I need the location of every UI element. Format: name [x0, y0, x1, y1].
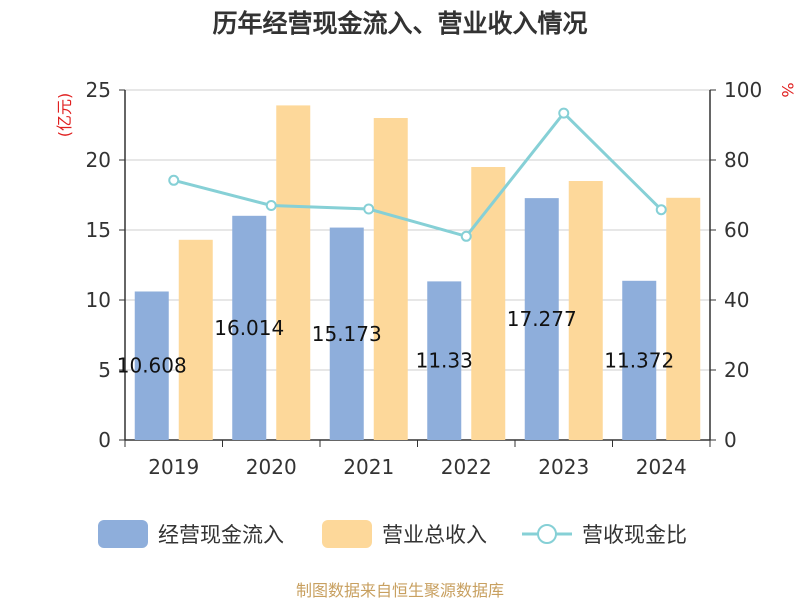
y-tick-label: 0 — [98, 428, 111, 452]
data-labels: 10.608 16.014 15.173 11.33 17.277 11.372 — [117, 307, 674, 378]
line-point — [558, 107, 570, 119]
x-tick-label: 2021 — [343, 455, 394, 479]
y2-tick-label: 80 — [724, 148, 749, 172]
bar — [329, 227, 364, 440]
y2-tick-label: 100 — [724, 78, 762, 102]
line-point — [460, 230, 472, 242]
source-note: 制图数据来自恒生聚源数据库 — [296, 581, 504, 600]
legend: 经营现金流入 营业总收入 营收现金比 — [98, 520, 687, 548]
x-tick-label: 2023 — [538, 455, 589, 479]
y-tick-label: 15 — [86, 218, 111, 242]
x-tick-label: 2024 — [636, 455, 687, 479]
legend-swatch — [98, 520, 148, 548]
legend-label: 经营现金流入 — [158, 523, 284, 547]
x-tick-label: 2019 — [148, 455, 199, 479]
line-point — [265, 200, 277, 211]
bar — [232, 215, 267, 440]
y2-tick-label: 0 — [724, 428, 737, 452]
legend-swatch — [322, 520, 372, 548]
bar — [524, 198, 559, 440]
line-series — [168, 107, 667, 242]
line-path — [173, 110, 663, 239]
bar — [471, 167, 506, 440]
y-tick-label: 10 — [86, 288, 111, 312]
data-label: 11.372 — [604, 348, 674, 372]
bar — [373, 118, 408, 440]
legend-label: 营收现金比 — [582, 523, 687, 547]
y2-axis-label: % — [778, 82, 797, 97]
legend-swatch-marker — [537, 524, 557, 544]
bar — [666, 197, 701, 440]
line-point — [655, 204, 667, 216]
bar — [622, 280, 657, 440]
data-label: 16.014 — [214, 316, 284, 340]
data-label: 11.33 — [416, 349, 473, 373]
y2-tick-label: 20 — [724, 358, 749, 382]
bar — [134, 291, 169, 440]
y-tick-label: 25 — [86, 78, 111, 102]
chart-title: 历年经营现金流入、营业收入情况 — [212, 9, 587, 38]
y-tick-label: 5 — [98, 358, 111, 382]
line-point — [363, 203, 375, 215]
y2-tick-label: 40 — [724, 288, 749, 312]
axes: 0 5 10 15 20 25 0 20 40 60 80 100 2019 2020 2021 2022 20… — [86, 78, 763, 479]
bar — [568, 181, 603, 440]
y-axis-label: (亿元) — [55, 93, 74, 138]
data-label: 15.173 — [312, 322, 382, 346]
legend-label: 营业总收入 — [382, 523, 487, 547]
data-label: 10.608 — [117, 354, 187, 378]
line-point — [168, 174, 180, 186]
data-label: 17.277 — [507, 307, 577, 331]
bars — [134, 105, 701, 441]
x-tick-label: 2022 — [441, 455, 492, 479]
bar — [276, 105, 311, 441]
x-tick-label: 2020 — [246, 455, 297, 479]
y2-tick-label: 60 — [724, 218, 749, 242]
bar — [178, 239, 213, 440]
y-tick-label: 20 — [86, 148, 111, 172]
bar — [427, 281, 462, 440]
